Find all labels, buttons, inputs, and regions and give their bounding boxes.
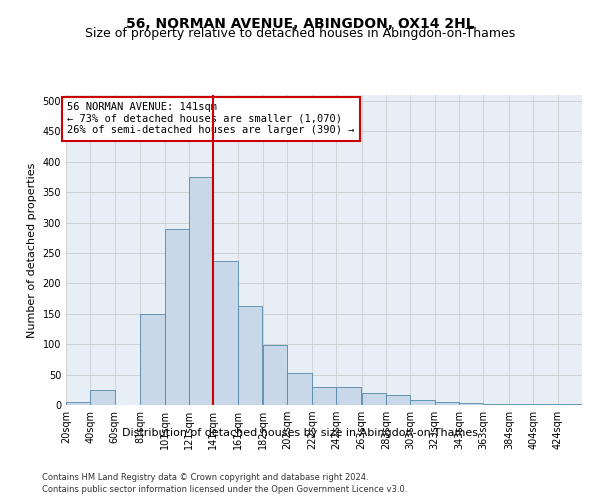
Bar <box>312 388 336 405</box>
Bar <box>66 402 91 405</box>
Bar <box>484 404 508 405</box>
Bar <box>263 345 287 405</box>
Bar <box>509 404 533 405</box>
Bar <box>213 261 238 405</box>
Text: 56, NORMAN AVENUE, ABINGDON, OX14 2HL: 56, NORMAN AVENUE, ABINGDON, OX14 2HL <box>125 18 475 32</box>
Text: Size of property relative to detached houses in Abingdon-on-Thames: Size of property relative to detached ho… <box>85 28 515 40</box>
Bar <box>386 394 410 405</box>
Text: Distribution of detached houses by size in Abingdon-on-Thames: Distribution of detached houses by size … <box>122 428 478 438</box>
Bar <box>435 402 459 405</box>
Text: Contains HM Land Registry data © Crown copyright and database right 2024.: Contains HM Land Registry data © Crown c… <box>42 472 368 482</box>
Bar <box>362 394 386 405</box>
Y-axis label: Number of detached properties: Number of detached properties <box>27 162 37 338</box>
Text: 56 NORMAN AVENUE: 141sqm
← 73% of detached houses are smaller (1,070)
26% of sem: 56 NORMAN AVENUE: 141sqm ← 73% of detach… <box>67 102 355 136</box>
Bar <box>533 404 557 405</box>
Bar <box>91 390 115 405</box>
Bar <box>189 177 213 405</box>
Bar <box>336 388 361 405</box>
Bar <box>557 404 582 405</box>
Bar <box>287 374 312 405</box>
Bar <box>164 228 189 405</box>
Bar <box>459 403 484 405</box>
Bar <box>140 314 164 405</box>
Bar <box>410 400 435 405</box>
Bar <box>238 306 262 405</box>
Text: Contains public sector information licensed under the Open Government Licence v3: Contains public sector information licen… <box>42 485 407 494</box>
